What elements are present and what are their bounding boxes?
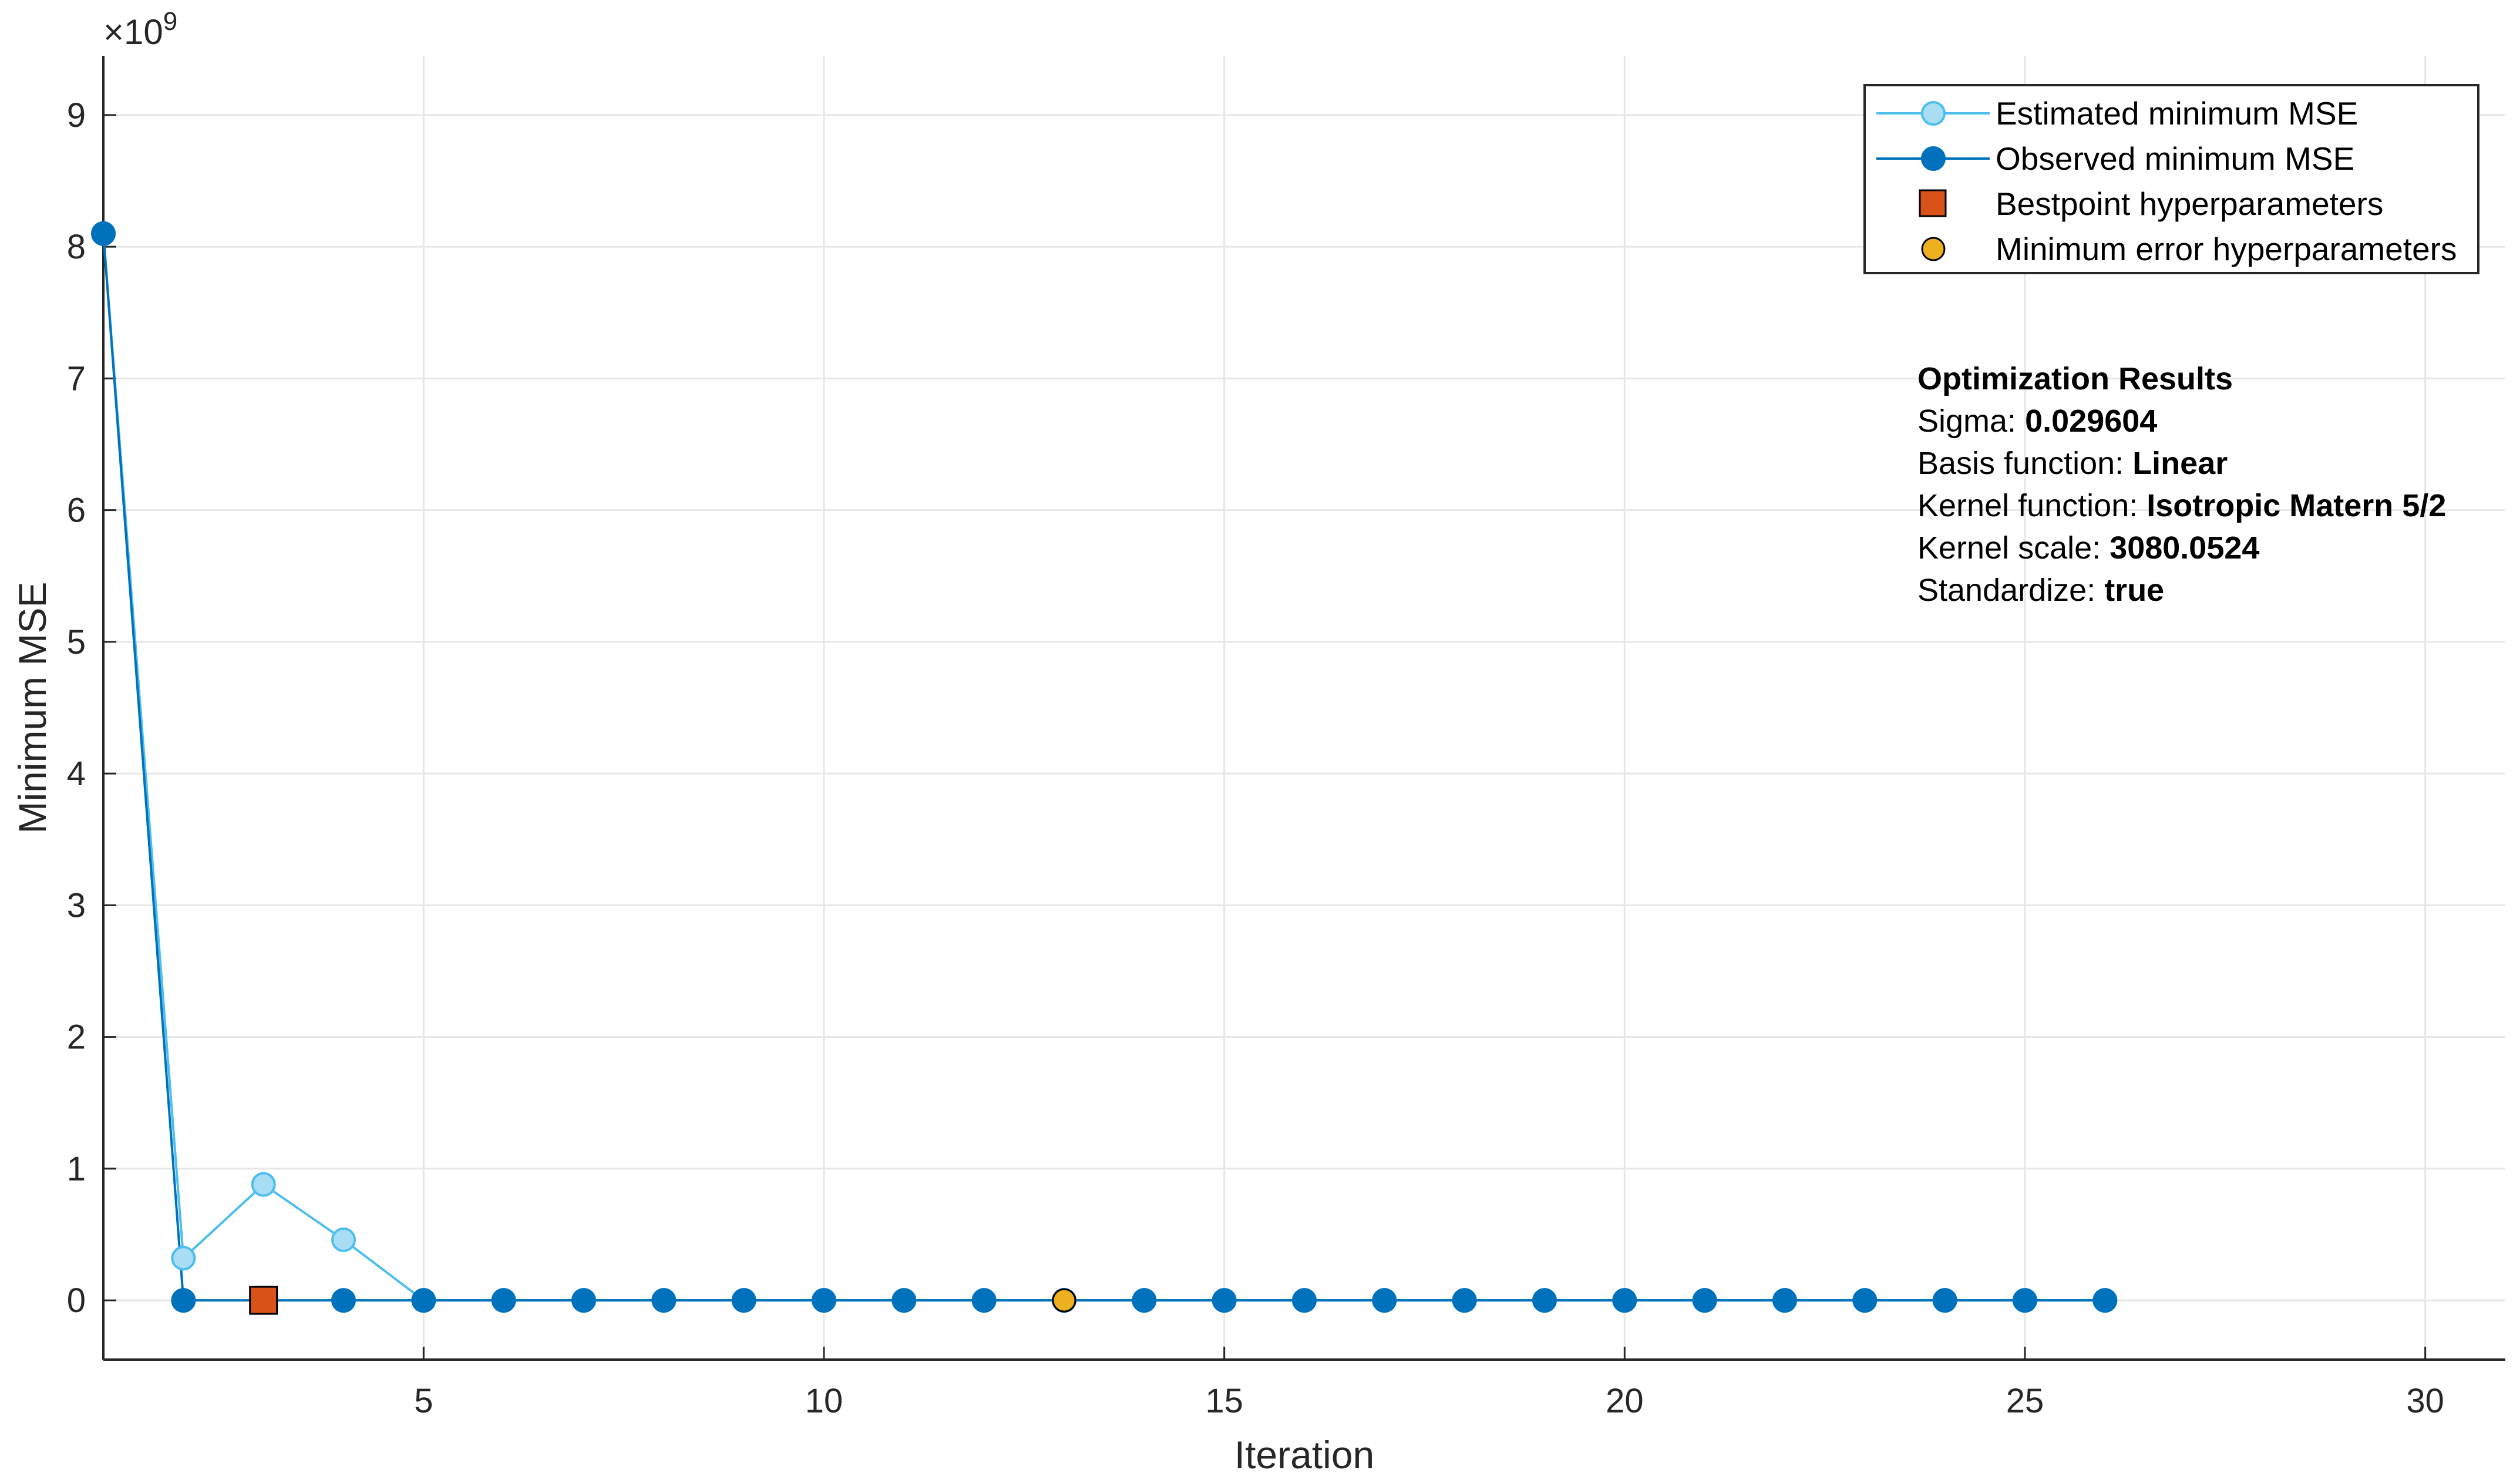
observed-mse-point [1132, 1288, 1157, 1313]
observed-mse-point [1692, 1288, 1717, 1313]
annotation-kernel-scale: Kernel scale: 3080.0524 [1917, 530, 2259, 566]
observed-mse-point [812, 1288, 836, 1313]
series-lines [102, 233, 2105, 1302]
series-markers [91, 221, 2118, 1315]
observed-mse-line [102, 233, 2105, 1302]
x-tick-label: 20 [1606, 1382, 1644, 1420]
y-tick-label: 7 [67, 359, 86, 398]
observed-mse-point [891, 1288, 917, 1313]
observed-mse-point [1452, 1288, 1477, 1313]
legend-label-observed: Observed minimum MSE [1996, 140, 2354, 177]
y-tick-label: 5 [67, 623, 86, 661]
bestpoint-marker [249, 1286, 278, 1315]
y-tick-label: 9 [67, 96, 86, 134]
observed-mse-point [491, 1288, 516, 1313]
legend-marker-estimated [1921, 101, 1946, 126]
x-tick-label: 25 [2006, 1382, 2044, 1420]
observed-mse-point [2013, 1288, 2037, 1313]
optimization-results-annotation: Optimization Results Sigma: 0.029604 Bas… [1917, 361, 2446, 608]
legend-label-minimum-error: Minimum error hyperparameters [1996, 231, 2457, 267]
observed-mse-point [91, 221, 116, 246]
observed-mse-point [1932, 1288, 1957, 1313]
y-tick-label: 0 [67, 1281, 86, 1320]
legend-marker-minimum-error [1921, 237, 1946, 261]
y-axis-multiplier: ×109 [103, 7, 177, 52]
y-tick-label: 8 [67, 228, 86, 266]
legend-box [1863, 84, 2479, 274]
legend-label-estimated: Estimated minimum MSE [1996, 95, 2358, 132]
legend-label-bestpoint: Bestpoint hyperparameters [1996, 186, 2383, 222]
legend: Estimated minimum MSE Observed minimum M… [1863, 84, 2479, 274]
axes: 5 10 15 20 25 30 0 1 2 3 4 5 6 7 8 9 [67, 56, 2505, 1420]
grid [103, 56, 2505, 1360]
annotation-kernel-function: Kernel function: Isotropic Matern 5/2 [1917, 488, 2446, 523]
observed-mse-point [1292, 1288, 1317, 1313]
annotation-title: Optimization Results [1917, 361, 2233, 396]
estimated-mse-point [331, 1227, 356, 1252]
y-tick-label: 3 [67, 886, 86, 924]
observed-mse-point [1372, 1288, 1397, 1313]
x-tick-label: 15 [1205, 1382, 1243, 1420]
estimated-mse-point [251, 1172, 276, 1197]
y-axis-label: Minimum MSE [11, 581, 54, 833]
observed-mse-point [1772, 1288, 1797, 1313]
legend-marker-bestpoint [1919, 189, 1947, 217]
observed-mse-point [1852, 1288, 1878, 1313]
y-tick-label: 2 [67, 1018, 86, 1057]
minimum-error-marker [1052, 1288, 1076, 1313]
annotation-standardize: Standardize: true [1917, 573, 2164, 608]
x-axis-label: Iteration [1234, 1433, 1374, 1476]
observed-mse-point [331, 1288, 356, 1313]
y-tick-label: 4 [67, 755, 86, 793]
y-tick-label: 1 [67, 1150, 86, 1188]
x-tick-label: 30 [2406, 1382, 2444, 1420]
observed-mse-point [731, 1288, 756, 1313]
x-tick-label: 10 [805, 1382, 843, 1420]
estimated-mse-point [171, 1246, 196, 1271]
observed-mse-point [411, 1288, 436, 1313]
observed-mse-point [971, 1288, 997, 1313]
x-tick-label: 5 [414, 1382, 433, 1420]
legend-marker-observed [1921, 146, 1946, 171]
observed-mse-point [571, 1288, 596, 1313]
observed-mse-point [1532, 1288, 1557, 1313]
observed-mse-point [171, 1288, 196, 1313]
observed-mse-point [1212, 1288, 1237, 1313]
observed-mse-point [651, 1288, 677, 1313]
annotation-sigma: Sigma: 0.029604 [1917, 403, 2157, 439]
annotation-basis-function: Basis function: Linear [1917, 446, 2228, 481]
observed-mse-point [2092, 1288, 2118, 1313]
y-tick-label: 6 [67, 492, 86, 530]
observed-mse-point [1612, 1288, 1637, 1313]
